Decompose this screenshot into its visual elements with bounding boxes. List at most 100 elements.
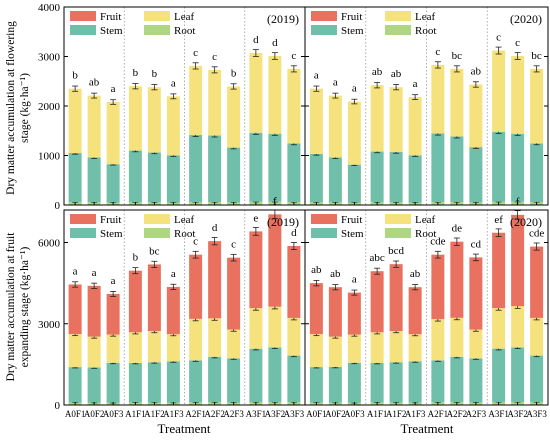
- bar-stem-A3F1: [492, 131, 506, 202]
- legend-label-leaf: Leaf: [415, 214, 435, 226]
- bar-stem-A0F3: [106, 362, 120, 403]
- bar-leaf-A3F1: [492, 308, 506, 349]
- significance-label-A2F1: c: [193, 236, 198, 248]
- legend-label-fruit: Fruit: [341, 11, 362, 23]
- panel-title: (2020): [510, 12, 542, 26]
- x-tick-label-A1F2: A1F2: [144, 409, 165, 419]
- bar-stem-A2F1: [431, 133, 445, 203]
- bar-fruit-A2F2: [208, 241, 222, 319]
- bar-leaf-A2F2: [450, 68, 464, 137]
- bar-stem-A0F1: [68, 367, 82, 403]
- x-tick-label-A2F1: A2F1: [185, 409, 206, 419]
- bar-fruit-A2F2: [450, 241, 464, 318]
- bar-leaf-A0F2: [328, 95, 342, 158]
- significance-label-A1F2: ab: [391, 68, 402, 80]
- panel-title: (2020): [510, 215, 542, 229]
- significance-label-A1F3: a: [413, 78, 418, 90]
- x-tick-label-A0F3: A0F3: [103, 409, 124, 419]
- bar-leaf-A0F1: [309, 88, 323, 155]
- bar-leaf-A2F1: [189, 65, 203, 135]
- bar-stem-A3F1: [492, 348, 506, 403]
- bar-fruit-A1F3: [166, 286, 180, 335]
- bar-fruit-A0F2: [328, 287, 342, 337]
- significance-label-A0F2: ab: [330, 268, 341, 280]
- significance-label-A3F1: e: [253, 212, 258, 224]
- significance-label-A3F3: bc: [531, 50, 542, 62]
- bar-leaf-A1F3: [166, 96, 180, 156]
- bar-fruit-A1F2: [147, 264, 161, 332]
- bar-fruit-A1F3: [408, 287, 422, 335]
- bar-fruit-A2F3: [469, 257, 483, 330]
- bar-leaf-A1F1: [370, 332, 384, 363]
- bar-fruit-A3F2: [511, 214, 525, 307]
- y-tick-label: 3000: [38, 319, 61, 331]
- legend-swatch-stem: [311, 25, 337, 35]
- bar-leaf-A3F2: [511, 56, 525, 134]
- significance-label-A3F2: c: [515, 37, 520, 49]
- bar-stem-A3F3: [287, 355, 301, 403]
- bar-leaf-A2F1: [431, 319, 445, 361]
- significance-label-A3F3: cde: [529, 228, 544, 240]
- x-tick-label-A0F1: A0F1: [306, 409, 327, 419]
- bar-leaf-A3F3: [530, 317, 544, 356]
- bar-stem-A2F2: [208, 135, 222, 203]
- y-tick-label: 2000: [38, 101, 61, 113]
- bar-leaf-A1F2: [147, 87, 161, 153]
- significance-label-A0F1: a: [73, 265, 78, 277]
- bar-stem-A2F3: [469, 358, 483, 403]
- legend-label-leaf: Leaf: [174, 214, 194, 226]
- significance-label-A0F2: a: [333, 77, 338, 89]
- significance-label-A2F3: b: [231, 67, 237, 79]
- x-axis-title-left: Treatment: [158, 421, 211, 436]
- significance-label-A3F3: c: [291, 50, 296, 62]
- bar-fruit-A3F3: [287, 246, 301, 318]
- significance-label-A2F2: bc: [452, 50, 463, 62]
- bar-fruit-A3F1: [249, 231, 263, 309]
- y-axis-title-fruit-expanding-line1: Dry matter accumulation at fruit: [5, 232, 17, 382]
- bar-stem-A3F2: [511, 347, 525, 403]
- bar-stem-A3F2: [268, 347, 282, 403]
- bar-leaf-A0F2: [328, 336, 342, 367]
- legend-label-root: Root: [174, 228, 195, 240]
- y-tick-label: 0: [55, 400, 61, 412]
- bar-stem-A0F3: [347, 164, 361, 203]
- bar-leaf-A3F3: [530, 68, 544, 144]
- legend-label-stem: Stem: [341, 228, 364, 240]
- significance-label-A0F3: a: [111, 83, 116, 95]
- bar-leaf-A3F3: [287, 317, 301, 356]
- bar-leaf-A1F2: [389, 87, 403, 153]
- x-tick-label-A1F3: A1F3: [163, 409, 184, 419]
- bar-fruit-A1F1: [128, 270, 142, 333]
- significance-label-A2F1: c: [193, 47, 198, 59]
- bar-leaf-A1F2: [147, 331, 161, 363]
- bar-stem-A3F3: [287, 143, 301, 203]
- bar-leaf-A0F3: [106, 102, 120, 165]
- significance-label-A0F1: ab: [311, 264, 322, 276]
- legend-label-stem: Stem: [100, 228, 123, 240]
- bar-stem-A2F1: [431, 360, 445, 403]
- panel-title: (2019): [267, 215, 299, 229]
- legend-label-root: Root: [174, 25, 195, 37]
- bar-leaf-A1F3: [408, 334, 422, 362]
- bar-leaf-A0F3: [347, 334, 361, 363]
- significance-label-A0F2: ab: [89, 77, 100, 89]
- x-tick-label-A0F2: A0F2: [325, 409, 346, 419]
- significance-label-A2F1: c: [435, 46, 440, 58]
- bar-stem-A0F1: [309, 154, 323, 203]
- bar-leaf-A2F1: [189, 318, 203, 361]
- bar-leaf-A2F3: [469, 329, 483, 359]
- y-axis-title-flowering-line2: stage (kg·ha⁻¹): [19, 73, 31, 143]
- bar-stem-A1F1: [128, 362, 142, 403]
- legend-label-fruit: Fruit: [341, 214, 362, 226]
- significance-label-A1F2: bcd: [388, 245, 404, 257]
- bar-stem-A1F2: [389, 362, 403, 403]
- bar-stem-A0F3: [347, 362, 361, 403]
- bar-fruit-A3F1: [492, 232, 506, 309]
- bar-stem-A1F2: [389, 152, 403, 203]
- significance-label-A1F1: abc: [369, 252, 384, 264]
- x-tick-label-A3F2: A3F2: [507, 409, 528, 419]
- bar-stem-A3F2: [268, 133, 282, 202]
